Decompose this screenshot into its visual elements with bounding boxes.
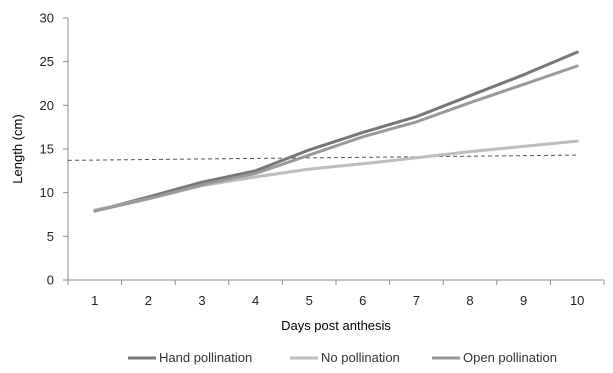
y-tick-label: 15: [40, 142, 54, 157]
y-axis-title: Length (cm): [10, 114, 25, 183]
legend-label: No pollination: [321, 350, 400, 365]
reference-trend-line: [67, 154, 578, 161]
legend-label: Hand pollination: [159, 350, 252, 365]
x-tick-label: 9: [520, 293, 527, 308]
series-line-open-pollination: [93, 64, 579, 213]
y-axis-ticks: 0 5 10 15 20 25 30: [40, 11, 68, 288]
x-axis-title: Days post anthesis: [281, 318, 391, 333]
x-tick-label: 7: [413, 293, 420, 308]
y-tick-label: 30: [40, 11, 54, 26]
chart-legend: Hand pollination No pollination Open polli…: [128, 350, 557, 365]
series-line-hand-pollination: [93, 50, 579, 213]
x-tick-label: 5: [306, 293, 313, 308]
series-lines: [93, 50, 579, 213]
legend-label: Open pollination: [463, 350, 557, 365]
x-tick-label: 8: [466, 293, 473, 308]
y-tick-label: 10: [40, 185, 54, 200]
y-tick-label: 25: [40, 54, 54, 69]
y-tick-label: 0: [47, 273, 54, 288]
x-tick-label: 6: [359, 293, 366, 308]
x-axis-ticks: 1 2 3 4 5 6 7 8 9 10: [67, 280, 605, 308]
x-tick-label: 1: [91, 293, 98, 308]
x-tick-label: 4: [252, 293, 259, 308]
y-tick-label: 20: [40, 98, 54, 113]
y-tick-label: 5: [47, 229, 54, 244]
series-line-no-pollination: [93, 139, 579, 212]
x-tick-label: 10: [570, 293, 584, 308]
chart-axes: [67, 18, 604, 281]
x-tick-label: 2: [145, 293, 152, 308]
x-tick-label: 3: [198, 293, 205, 308]
